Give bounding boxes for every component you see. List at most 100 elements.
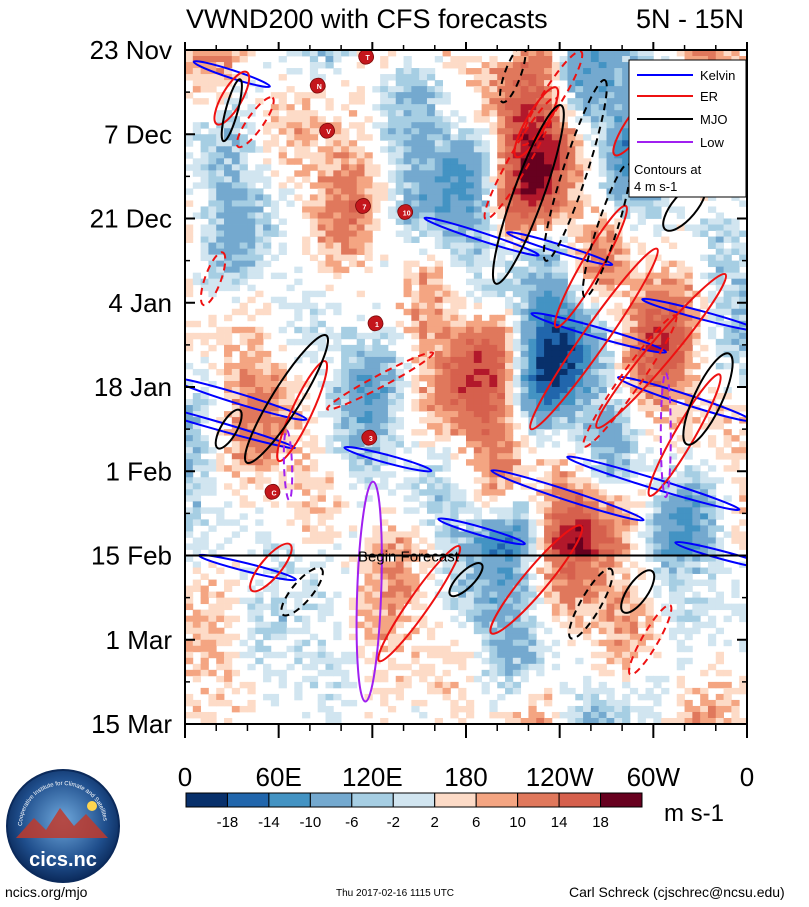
shading-cell — [481, 585, 490, 593]
shading-cell — [333, 399, 342, 406]
shading-cell — [309, 56, 319, 63]
shading-cell — [372, 399, 381, 406]
shading-cell — [192, 158, 202, 165]
shading-cell — [559, 278, 568, 286]
shading-cell — [403, 483, 412, 490]
shading-cell — [473, 134, 483, 141]
shading-cell — [309, 128, 319, 135]
shading-cell — [356, 597, 365, 605]
shading-cell — [575, 266, 584, 274]
shading-cell — [372, 579, 381, 586]
shading-cell — [185, 465, 194, 472]
shading-cell — [208, 621, 217, 629]
shading-cell — [333, 338, 342, 346]
shading-cell — [497, 513, 506, 520]
shading-cell — [294, 182, 303, 189]
shading-cell — [700, 224, 709, 231]
shading-cell — [489, 555, 498, 562]
shading-cell — [544, 68, 553, 75]
shading-cell — [684, 50, 693, 57]
shading-cell — [356, 591, 365, 599]
shading-cell — [528, 350, 537, 358]
shading-cell — [622, 170, 631, 177]
shading-cell — [185, 543, 194, 550]
shading-cell — [356, 332, 365, 340]
shading-cell — [192, 585, 202, 593]
shading-cell — [559, 332, 568, 340]
shading-cell — [668, 332, 678, 340]
shading-cell — [700, 471, 709, 478]
shading-cell — [723, 326, 732, 334]
shading-cell — [700, 230, 709, 237]
shading-cell — [629, 597, 639, 605]
shading-cell — [653, 320, 662, 328]
shading-cell — [707, 314, 717, 322]
shading-cell — [551, 495, 561, 502]
shading-cell — [317, 513, 326, 520]
shading-cell — [247, 170, 256, 177]
shading-cell — [668, 296, 678, 304]
shading-cell — [629, 236, 639, 243]
shading-cell — [317, 170, 326, 177]
shading-cell — [676, 525, 685, 532]
shading-cell — [466, 501, 475, 508]
shading-cell — [434, 284, 443, 292]
shading-cell — [707, 597, 717, 605]
shading-cell — [466, 326, 475, 334]
shading-cell — [614, 531, 623, 538]
shading-cell — [481, 621, 490, 629]
shading-cell — [434, 621, 443, 629]
shading-cell — [473, 272, 483, 280]
shading-cell — [466, 411, 475, 418]
shading-cell — [450, 302, 459, 310]
shading-cell — [528, 393, 537, 400]
shading-cell — [263, 110, 272, 117]
shading-cell — [185, 441, 194, 448]
shading-cell — [583, 411, 592, 418]
shading-cell — [208, 248, 217, 256]
shading-cell — [700, 272, 709, 280]
shading-cell — [489, 368, 498, 376]
shading-cell — [419, 182, 428, 189]
shading-cell — [606, 68, 615, 75]
shading-cell — [372, 603, 381, 611]
shading-cell — [489, 206, 498, 213]
shading-cell — [278, 615, 287, 623]
shading-cell — [661, 56, 670, 63]
shading-cell — [426, 405, 436, 412]
shading-cell — [481, 248, 490, 256]
shading-cell — [419, 194, 428, 201]
shading-cell — [442, 296, 451, 304]
shading-cell — [536, 332, 545, 340]
shading-cell — [528, 399, 537, 406]
shading-cell — [434, 260, 443, 268]
shading-cell — [622, 579, 631, 586]
shading-cell — [614, 399, 623, 406]
shading-cell — [216, 242, 225, 249]
shading-cell — [528, 356, 537, 364]
shading-cell — [661, 368, 670, 376]
shading-cell — [739, 380, 747, 388]
shading-cell — [286, 86, 295, 93]
shading-cell — [536, 380, 545, 388]
shading-cell — [528, 387, 537, 394]
shading-cell — [231, 561, 241, 568]
shading-cell — [450, 320, 459, 328]
shading-cell — [567, 483, 576, 490]
shading-cell — [372, 393, 381, 400]
shading-cell — [239, 254, 248, 262]
shading-cell — [489, 495, 498, 502]
shading-cell — [333, 122, 342, 129]
shading-cell — [426, 453, 436, 460]
shading-cell — [395, 380, 404, 388]
shading-cell — [309, 224, 319, 231]
shading-cell — [192, 495, 202, 502]
shading-cell — [231, 380, 241, 388]
shading-cell — [395, 423, 404, 430]
shading-cell — [185, 429, 194, 436]
shading-cell — [317, 218, 326, 225]
shading-cell — [528, 308, 537, 316]
shading-cell — [481, 639, 490, 647]
shading-cell — [309, 122, 319, 129]
shading-cell — [645, 609, 654, 617]
